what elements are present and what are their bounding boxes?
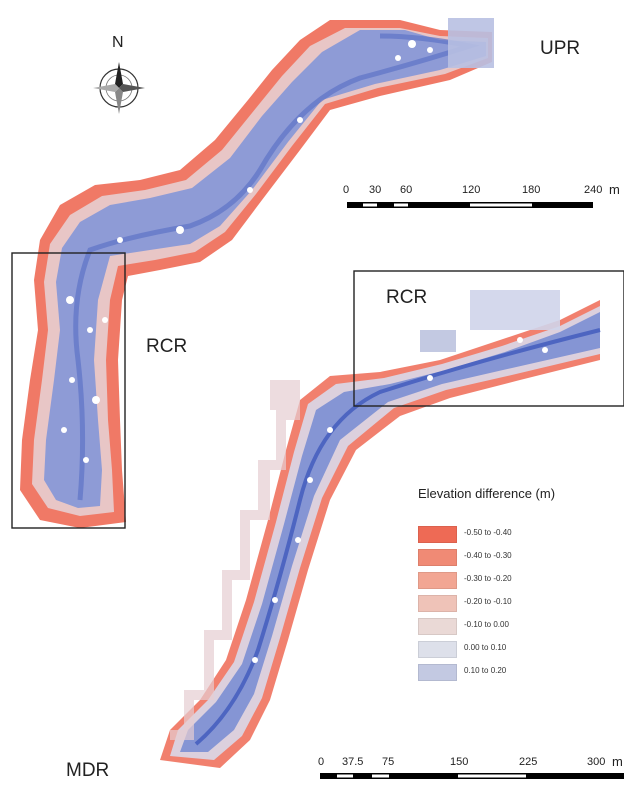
legend-negative-item-label-2: -0.30 to -0.20 — [464, 574, 512, 583]
scale-bottom-tick-4: 225 — [519, 756, 538, 768]
scale-bottom-tick-1: 37.5 — [342, 756, 364, 768]
rcr-frame-left — [11, 252, 126, 529]
legend-negative-item-swatch-2 — [418, 572, 457, 589]
scale-bar-top — [347, 202, 593, 208]
north-arrow-icon — [93, 62, 145, 114]
legend: Elevation difference (m) -0.50 to -0.40 -… — [418, 486, 624, 681]
legend-negative-item-swatch-5 — [418, 641, 457, 658]
rcr-label-left: RCR — [146, 336, 188, 357]
north-label: N — [112, 34, 124, 51]
rcr-frame-inset — [353, 270, 624, 407]
legend-negative-item-label-5: 0.00 to 0.10 — [464, 643, 507, 652]
scale-bottom-tick-2: 75 — [382, 756, 395, 768]
scale-bar-bottom — [320, 773, 624, 779]
legend-negative-item-label-3: -0.20 to -0.10 — [464, 597, 512, 606]
scale-bottom-unit: m — [612, 754, 623, 769]
upr-label: UPR — [540, 38, 581, 59]
scale-top-unit: m — [609, 182, 620, 197]
rcr-label-inset: RCR — [386, 287, 428, 308]
upper-reach — [20, 18, 494, 528]
legend-title: Elevation difference (m) — [418, 486, 556, 501]
scale-top-tick-1: 30 — [369, 184, 382, 196]
scale-bottom-tick-5: 300 — [587, 756, 606, 768]
upper-reach-survey-grid — [448, 18, 494, 68]
lower-reach-data-gaps — [252, 337, 548, 663]
legend-negative-item-swatch-6 — [418, 664, 457, 681]
legend-negative-item-swatch-4 — [418, 618, 457, 635]
lower-reach-survey-grid-b — [470, 290, 560, 330]
scale-top-tick-2: 60 — [400, 184, 413, 196]
scale-top-tick-4: 180 — [522, 184, 541, 196]
legend-negative-item-label-6: 0.10 to 0.20 — [464, 666, 507, 675]
legend-negative-item-label-1: -0.40 to -0.30 — [464, 551, 512, 560]
scale-top-tick-5: 240 — [584, 184, 603, 196]
lower-reach — [160, 290, 601, 768]
legend-negative-item-label-4: -0.10 to 0.00 — [464, 620, 509, 629]
legend-negative-item-swatch-3 — [418, 595, 457, 612]
scale-bottom-tick-0: 0 — [318, 756, 325, 768]
lower-reach-channel — [180, 312, 600, 752]
lower-reach-survey-tiles — [170, 380, 300, 740]
scale-top-tick-0: 0 — [343, 184, 350, 196]
legend-negative-item-swatch-0 — [418, 526, 457, 543]
legend-negative-item-swatch-1 — [418, 549, 457, 566]
scale-bottom-tick-3: 150 — [450, 756, 469, 768]
lower-reach-thalweg — [194, 328, 601, 746]
scale-top-tick-3: 120 — [462, 184, 481, 196]
legend-negative-item-label-0: -0.50 to -0.40 — [464, 528, 512, 537]
mdr-label: MDR — [66, 760, 110, 781]
upper-reach-data-gaps — [61, 40, 433, 463]
lower-reach-survey-grid-a — [420, 330, 456, 352]
